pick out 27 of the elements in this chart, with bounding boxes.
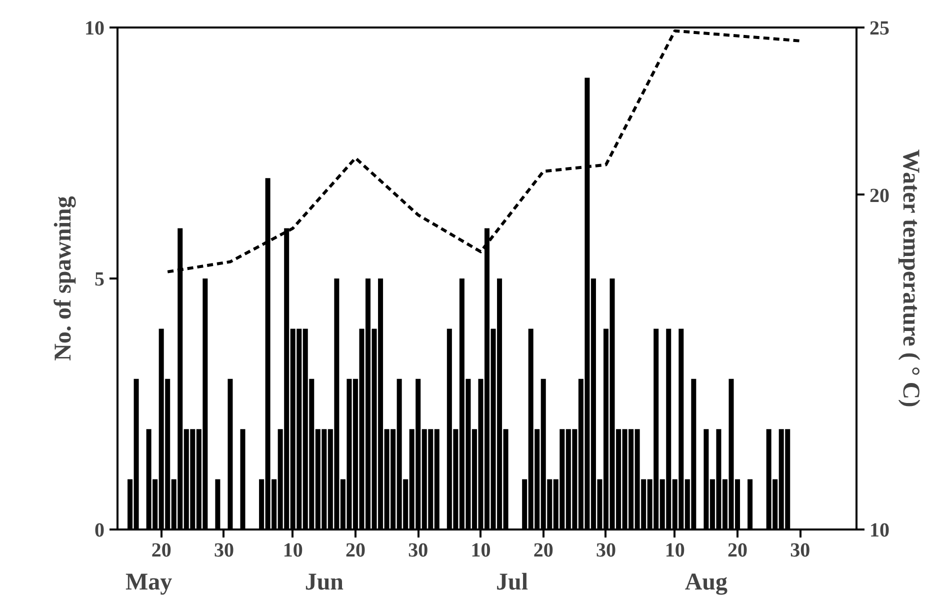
- y-tick-label: 5: [94, 268, 104, 290]
- y2-axis-title: Water temperature ( ° C): [898, 149, 924, 408]
- bar: [228, 378, 233, 530]
- bar: [240, 429, 246, 530]
- x-tick-label: 20: [151, 540, 172, 562]
- x2-tick-label: Aug: [684, 570, 728, 596]
- y2-tick-label: 25: [870, 18, 890, 40]
- x-tick-label: 30: [596, 540, 616, 562]
- x-tick-label: 30: [790, 540, 810, 562]
- x-tick-label: 30: [408, 540, 428, 562]
- x-tick-label: 30: [214, 540, 234, 562]
- x-tick-label: 10: [470, 540, 491, 562]
- y2-tick-label: 20: [870, 184, 890, 207]
- x2-tick-label: May: [125, 570, 172, 596]
- x-tick-label: 20: [728, 540, 748, 562]
- y2-tick-label: 10: [870, 520, 890, 542]
- y-tick-label: 10: [84, 18, 104, 40]
- x2-tick-label: Jun: [304, 570, 344, 596]
- x-tick-label: 20: [345, 540, 366, 562]
- bar: [215, 479, 220, 530]
- y-axis-title: No. of spawning: [50, 196, 76, 361]
- bar: [748, 479, 753, 530]
- x-tick-label: 20: [533, 540, 554, 562]
- x2-tick-label: Jul: [496, 570, 528, 596]
- x-tick-label: 10: [282, 540, 303, 562]
- x-tick-label: 10: [664, 540, 685, 562]
- y-tick-label: 0: [94, 520, 104, 542]
